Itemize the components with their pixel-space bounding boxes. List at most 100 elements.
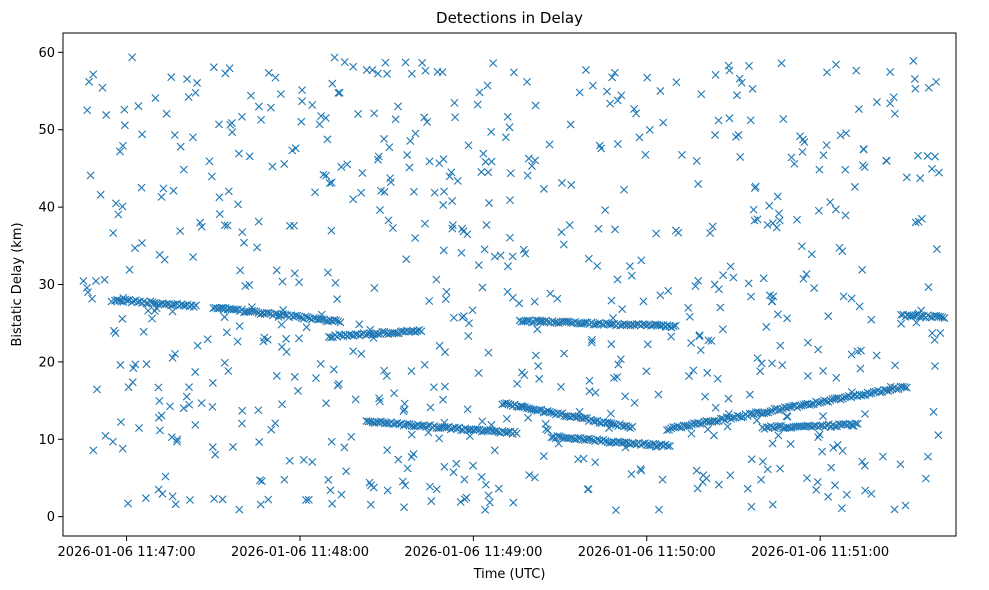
track-point xyxy=(334,317,343,326)
track-point xyxy=(638,439,647,448)
clutter-point xyxy=(743,484,752,493)
y-tick-label: 60 xyxy=(38,46,55,61)
clutter-point xyxy=(208,378,217,387)
clutter-point xyxy=(223,221,232,230)
clutter-point xyxy=(490,252,499,261)
clutter-point xyxy=(322,171,331,180)
clutter-point xyxy=(100,275,109,284)
clutter-point xyxy=(255,437,264,446)
track-point xyxy=(403,419,412,428)
clutter-point xyxy=(617,91,626,100)
track-point xyxy=(851,419,860,428)
clutter-point xyxy=(774,209,783,218)
x-axis-label: Time (UTC) xyxy=(473,567,546,582)
clutter-point xyxy=(835,243,844,252)
clutter-point xyxy=(553,294,562,303)
clutter-point xyxy=(162,109,171,118)
x-tick-label: 2026-01-06 11:50:00 xyxy=(578,545,716,560)
clutter-point xyxy=(224,187,233,196)
clutter-point xyxy=(388,224,397,232)
track-point xyxy=(845,419,854,428)
track-point xyxy=(816,398,825,407)
clutter-point xyxy=(530,473,539,482)
clutter-point xyxy=(165,402,174,411)
clutter-point xyxy=(383,69,392,78)
clutter-point xyxy=(768,439,777,448)
track-point xyxy=(938,313,947,322)
clutter-point xyxy=(266,103,275,112)
clutter-point xyxy=(585,387,594,396)
clutter-point xyxy=(793,215,802,224)
clutter-point xyxy=(456,497,465,506)
clutter-point xyxy=(118,202,127,211)
clutter-point xyxy=(860,461,869,470)
clutter-point xyxy=(401,481,410,490)
clutter-point xyxy=(424,428,433,437)
clutter-point xyxy=(464,141,473,150)
track-point xyxy=(378,327,387,336)
clutter-point xyxy=(819,412,828,421)
clutter-point xyxy=(297,117,306,126)
clutter-point xyxy=(409,450,418,459)
clutter-point xyxy=(218,495,227,504)
y-tick-label: 20 xyxy=(38,355,55,370)
clutter-point xyxy=(351,395,360,404)
track-point xyxy=(832,394,841,403)
clutter-point xyxy=(890,109,899,118)
track-point xyxy=(281,310,290,319)
clutter-point xyxy=(637,256,646,265)
clutter-point xyxy=(484,168,493,177)
clutter-point xyxy=(407,367,416,376)
track-point xyxy=(716,414,725,423)
clutter-point xyxy=(214,120,223,129)
clutter-point xyxy=(557,178,566,187)
clutter-point xyxy=(185,495,194,504)
clutter-point xyxy=(83,106,92,115)
clutter-point xyxy=(403,464,412,473)
clutter-point xyxy=(399,407,408,416)
clutter-point xyxy=(151,94,160,103)
track-point xyxy=(632,320,641,328)
clutter-point xyxy=(934,168,943,177)
clutter-point xyxy=(489,59,498,68)
clutter-point xyxy=(211,450,220,459)
clutter-point xyxy=(362,66,371,75)
clutter-point xyxy=(508,252,517,261)
clutter-point xyxy=(268,162,277,171)
clutter-point xyxy=(687,338,696,347)
clutter-point xyxy=(464,332,473,341)
clutter-point xyxy=(463,405,472,414)
clutter-point xyxy=(154,383,163,392)
clutter-point xyxy=(96,190,105,199)
clutter-point xyxy=(911,218,920,227)
clutter-point xyxy=(481,157,490,166)
clutter-point xyxy=(901,501,910,510)
track-point xyxy=(117,297,126,306)
clutter-point xyxy=(748,84,757,93)
clutter-point xyxy=(381,58,390,67)
clutter-point xyxy=(197,399,206,408)
clutter-point xyxy=(773,192,782,201)
chart-title: Detections in Delay xyxy=(436,9,583,27)
clutter-point xyxy=(480,245,489,254)
clutter-point xyxy=(184,93,193,101)
clutter-point xyxy=(744,279,753,288)
clutter-point xyxy=(501,133,510,142)
clutter-point xyxy=(370,109,379,118)
y-tick-label: 40 xyxy=(38,201,55,216)
clutter-point xyxy=(581,65,590,74)
clutter-point xyxy=(324,475,333,484)
clutter-point xyxy=(694,179,703,188)
clutter-point xyxy=(366,325,375,334)
clutter-point xyxy=(440,382,449,391)
clutter-point xyxy=(724,61,733,70)
clutter-point xyxy=(333,295,342,304)
clutter-point xyxy=(506,196,514,205)
clutter-point xyxy=(689,366,698,375)
clutter-point xyxy=(506,169,515,178)
track-point xyxy=(774,422,783,431)
clutter-point xyxy=(108,437,117,446)
clutter-point xyxy=(337,162,346,171)
track-point xyxy=(574,433,583,442)
